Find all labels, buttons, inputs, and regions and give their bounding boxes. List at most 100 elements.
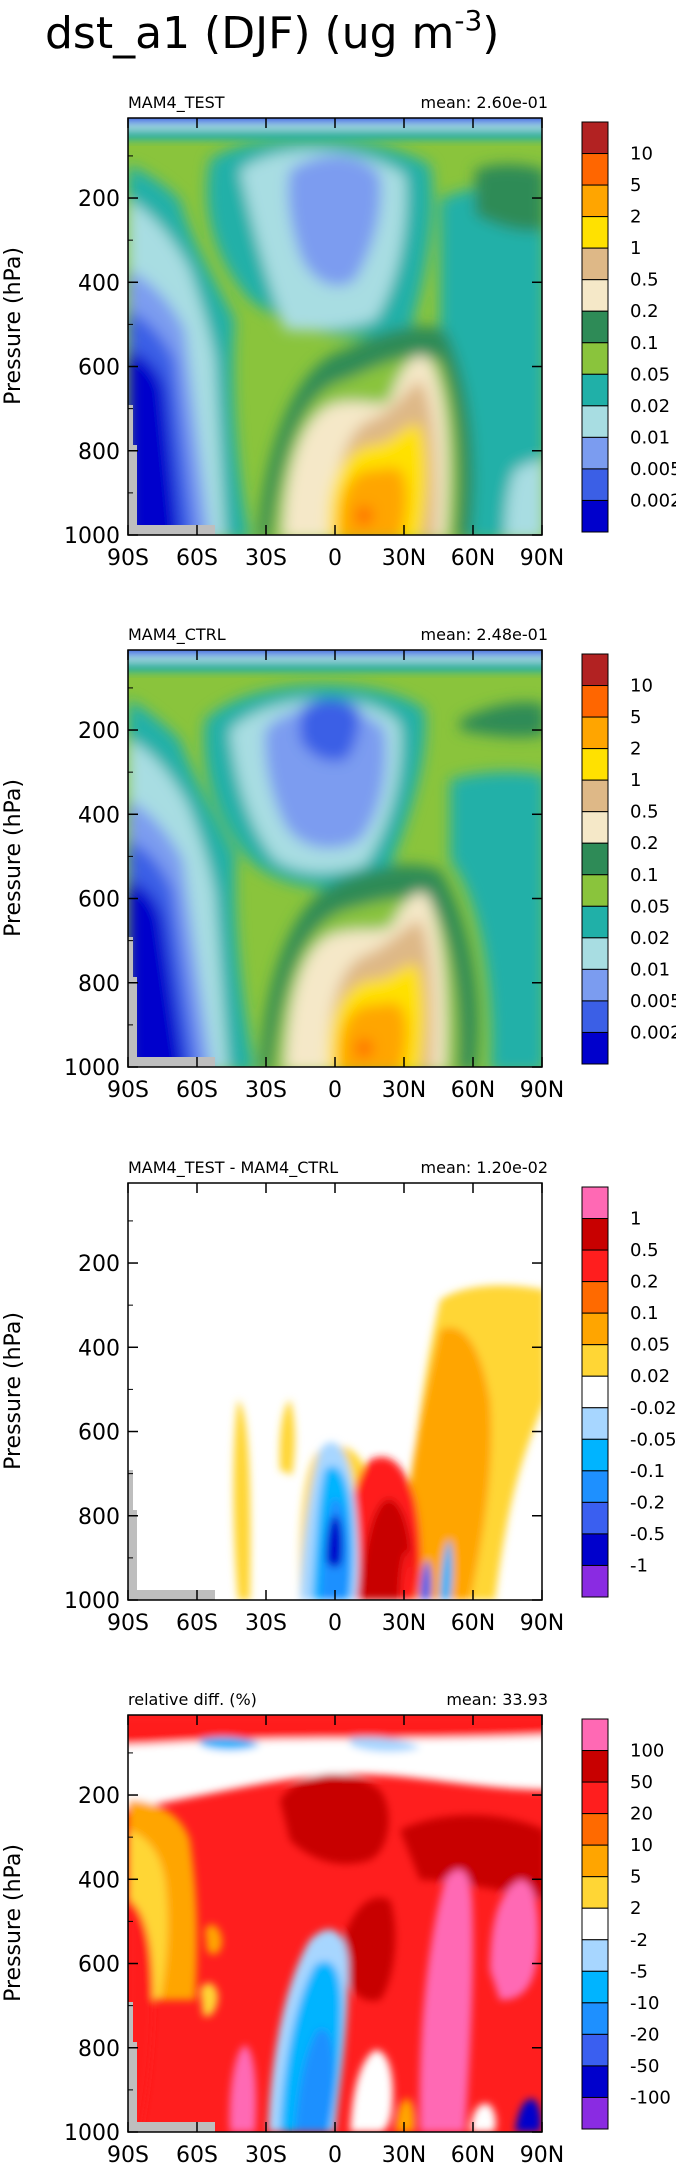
colorbar-label: 0.5 [630, 802, 659, 823]
region-pink-nh2 [490, 1880, 539, 2000]
colorbar-swatch [581, 310, 609, 344]
region-orange [339, 1002, 408, 1067]
colorbar-label: 10 [630, 1835, 653, 1856]
region-darkred-nh [400, 1815, 542, 1900]
x-tick-label: 90S [107, 546, 149, 571]
y-tick-label: 1000 [64, 524, 120, 549]
colorbar-swatch [581, 1876, 609, 1909]
x-tick-label: 30N [382, 2143, 426, 2168]
x-tick-label: 30N [382, 546, 426, 571]
region-white-eq [350, 2050, 393, 2132]
colorbar-swatch [581, 1533, 609, 1566]
colorbar-swatch [581, 1344, 609, 1377]
colorbar: 100 50 20 10 5 2 -2 -5 -10 -20 -50 -100 [581, 1718, 671, 2130]
colorbar-swatch [581, 342, 609, 375]
x-tick-label: 0 [328, 546, 342, 571]
colorbar-swatch [581, 279, 609, 312]
colorbar-swatch [581, 1186, 609, 1220]
y-tick-label: 400 [78, 1336, 120, 1361]
colorbar-swatch [581, 685, 609, 718]
axes: 90S 60S 30S 0 30N 60N 90N 200 400 600 800 1000 [64, 1183, 564, 1636]
colorbar-swatch [581, 874, 609, 907]
colorbar-label: 1 [630, 238, 641, 259]
colorbar-swatch [581, 1438, 609, 1472]
colorbar-label: 0.05 [630, 896, 670, 917]
colorbar-label: -100 [630, 2087, 671, 2108]
y-tick-label: 1000 [64, 1056, 120, 1081]
colorbar-swatch [581, 1939, 609, 1972]
region-lightblue-nhsurf [505, 460, 542, 535]
region-darkblue-eq [326, 1515, 343, 1568]
colorbar-swatch [581, 405, 609, 438]
region-top-cyan2 [350, 1737, 420, 1752]
colorbar-swatch [581, 1249, 609, 1283]
colorbar-label: 0.05 [630, 364, 670, 385]
colorbar-label: 0.002 [630, 1022, 676, 1043]
colorbar-label: -0.2 [630, 1492, 665, 1513]
colorbar-swatch [581, 373, 609, 407]
colorbar-label: -50 [630, 2056, 659, 2077]
colorbar-label: 10 [630, 676, 653, 697]
region-darkgreen-nh [475, 164, 542, 232]
region-yellow-sh2 [200, 1983, 218, 2017]
region-yellow-sh2 [279, 1400, 295, 1475]
y-tick-label: 800 [78, 1505, 120, 1530]
y-tick-label: 400 [78, 803, 120, 828]
region-top-red [128, 1715, 542, 1745]
colorbar-label: 0.05 [630, 1335, 670, 1356]
region-red-core [355, 506, 373, 526]
y-tick-label: 800 [78, 2037, 120, 2062]
colorbar: 1 0.5 0.2 0.1 0.05 0.02 -0.02 -0.05 -0.1 -0.2 -0.5… [581, 1186, 676, 1598]
axes: 90S 60S 30S 0 30N 60N 90N 200 400 600 800 1000 [64, 118, 564, 571]
panel-mam4-test: MAM4_TEST mean: 2.60e-01 Pressure (hPa) [1, 93, 676, 571]
colorbar-swatch [581, 653, 609, 687]
panel-title: MAM4_CTRL [128, 625, 226, 645]
colorbar-label: 0.1 [630, 1303, 659, 1324]
colorbar-label: 0.02 [630, 396, 670, 417]
colorbar-label: 2 [630, 739, 641, 760]
colorbar-swatch [581, 1564, 609, 1598]
colorbar-label: 5 [630, 707, 641, 728]
colorbar-label: -20 [630, 2024, 659, 2045]
colorbar-label: -0.5 [630, 1524, 665, 1545]
colorbar-swatch [581, 1781, 609, 1815]
contour-field [128, 1715, 542, 2132]
region-darkblue-sh [128, 880, 185, 1067]
region-darkred-eq [360, 1499, 412, 1600]
y-tick-label: 600 [78, 1421, 120, 1446]
colorbar-swatch [581, 468, 609, 501]
colorbar-label: 100 [630, 1741, 664, 1762]
region-red-core [355, 1039, 373, 1058]
colorbar-swatch [581, 2033, 609, 2067]
missing-data-mask [128, 405, 215, 535]
colorbar-swatch [581, 1218, 609, 1251]
colorbar-label: -1 [630, 1555, 648, 1576]
y-axis-label: Pressure (hPa) [1, 247, 26, 405]
y-tick-label: 200 [78, 719, 120, 744]
panel-difference: MAM4_TEST - MAM4_CTRL mean: 1.20e-02 Pre… [1, 1158, 676, 1636]
contour-field [128, 1183, 542, 1600]
colorbar-swatch [581, 968, 609, 1002]
x-tick-label: 90N [520, 1078, 564, 1103]
contour-field [128, 650, 542, 1067]
contour-field [128, 118, 542, 535]
x-tick-label: 30N [382, 1078, 426, 1103]
colorbar-swatch [581, 121, 609, 155]
x-tick-label: 30S [245, 1611, 287, 1636]
y-tick-label: 400 [78, 1868, 120, 1893]
colorbar-swatch [581, 1281, 609, 1314]
colorbar-swatch [581, 1470, 609, 1503]
panel-mean: mean: 2.60e-01 [421, 93, 548, 112]
colorbar-label: 0.5 [630, 1240, 659, 1261]
axes: 90S 60S 30S 0 30N 60N 90N 200 400 600 800 1000 [64, 1715, 564, 2168]
colorbar-swatch [581, 1750, 609, 1783]
y-tick-label: 800 [78, 440, 120, 465]
region-medblue-upper [300, 698, 360, 762]
colorbar-label: 10 [630, 144, 653, 165]
colorbar-swatch [581, 1970, 609, 2004]
x-tick-label: 30S [245, 2143, 287, 2168]
axes: 90S 60S 30S 0 30N 60N 90N 200 400 600 800 1000 [64, 650, 564, 1103]
region-white-surf-nh [470, 2103, 496, 2132]
colorbar-label: 2 [630, 207, 641, 228]
colorbar-label: 0.2 [630, 301, 659, 322]
